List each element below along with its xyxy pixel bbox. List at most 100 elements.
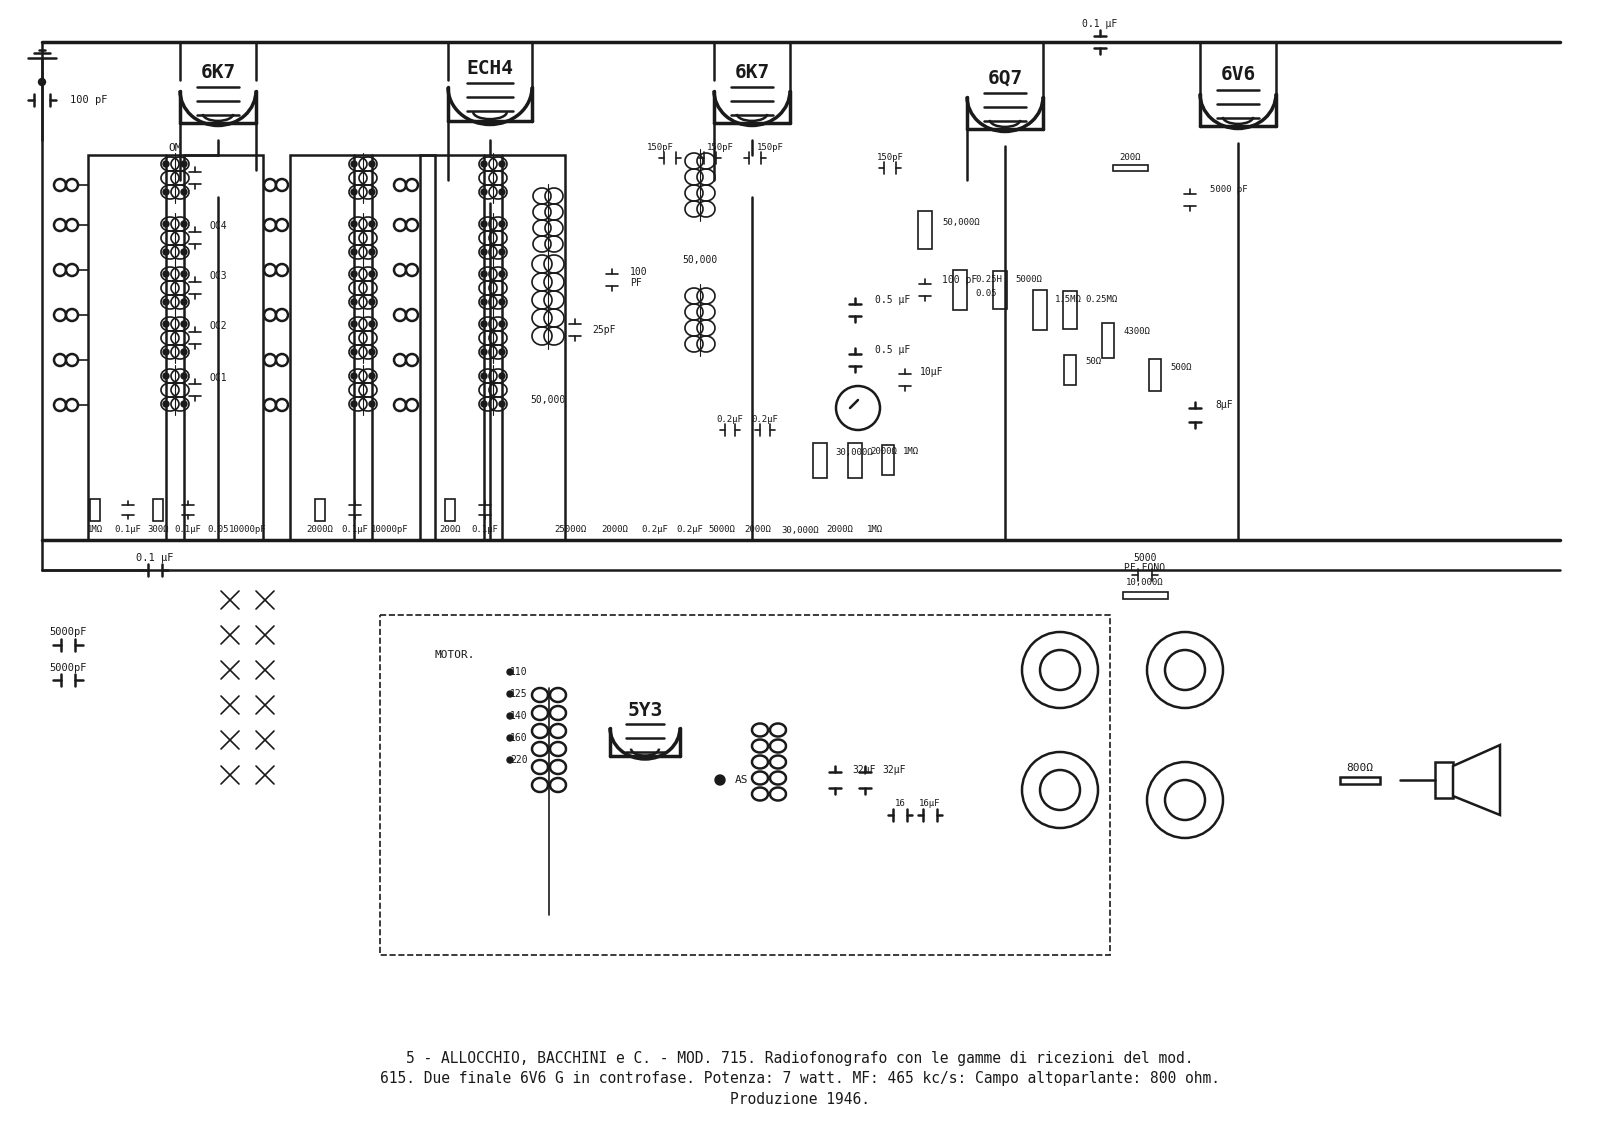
Circle shape [499, 161, 506, 167]
Text: 2000Ω: 2000Ω [827, 526, 853, 535]
Text: 0.2μF: 0.2μF [752, 415, 779, 424]
Circle shape [181, 373, 187, 379]
Circle shape [350, 189, 357, 195]
Circle shape [350, 299, 357, 305]
Text: 5000Ω: 5000Ω [709, 526, 736, 535]
Circle shape [394, 264, 406, 276]
Text: 32μF: 32μF [882, 765, 906, 775]
Circle shape [350, 271, 357, 277]
Circle shape [264, 354, 277, 366]
Circle shape [277, 264, 288, 276]
Text: 160: 160 [510, 733, 528, 743]
Circle shape [499, 249, 506, 254]
Circle shape [499, 373, 506, 379]
Bar [1064, 355, 1075, 385]
Circle shape [499, 189, 506, 195]
Text: 8μF: 8μF [1214, 400, 1232, 411]
Text: 10μF: 10μF [920, 366, 944, 377]
Bar [882, 444, 894, 475]
Circle shape [1147, 632, 1222, 708]
Bar [1435, 762, 1453, 798]
Circle shape [264, 219, 277, 231]
Bar [445, 499, 454, 521]
Circle shape [499, 221, 506, 227]
Text: 25000Ω: 25000Ω [554, 526, 586, 535]
Circle shape [482, 249, 486, 254]
Bar [90, 499, 99, 521]
Text: 100: 100 [630, 267, 648, 277]
Text: 0.2μF: 0.2μF [642, 526, 669, 535]
Text: 5Y3: 5Y3 [627, 700, 662, 719]
Bar [315, 499, 325, 521]
Text: OC3: OC3 [210, 271, 227, 280]
Bar [1341, 777, 1379, 784]
Text: 6V6: 6V6 [1221, 66, 1256, 85]
Circle shape [163, 249, 170, 254]
Text: ECH4: ECH4 [467, 59, 514, 78]
Circle shape [499, 271, 506, 277]
Circle shape [54, 179, 66, 191]
Circle shape [835, 386, 880, 430]
Circle shape [406, 354, 418, 366]
Text: 6K7: 6K7 [200, 62, 235, 81]
Text: 50,000Ω: 50,000Ω [942, 217, 979, 226]
Text: 0.1μF: 0.1μF [472, 526, 499, 535]
Circle shape [1147, 762, 1222, 838]
Circle shape [499, 299, 506, 305]
Bar [954, 270, 966, 310]
Text: 0.2μF: 0.2μF [717, 415, 744, 424]
Text: 25pF: 25pF [592, 325, 616, 335]
Text: 10000pF: 10000pF [371, 526, 410, 535]
Text: 0.5 μF: 0.5 μF [875, 295, 910, 305]
Circle shape [370, 221, 374, 227]
Circle shape [163, 161, 170, 167]
Circle shape [264, 309, 277, 321]
Circle shape [507, 735, 514, 741]
Text: 1MΩ: 1MΩ [867, 526, 883, 535]
Circle shape [277, 219, 288, 231]
Text: 0.1μF: 0.1μF [115, 526, 141, 535]
Text: 0.2μF: 0.2μF [677, 526, 704, 535]
Text: 150pF: 150pF [707, 144, 733, 153]
Bar [88, 155, 262, 539]
Circle shape [499, 321, 506, 327]
Text: 5000: 5000 [1133, 553, 1157, 563]
Text: 0.5 μF: 0.5 μF [875, 345, 910, 355]
Bar [1102, 322, 1114, 357]
Circle shape [482, 349, 486, 355]
Text: AS: AS [734, 775, 749, 785]
Text: 2000Ω: 2000Ω [602, 526, 629, 535]
Text: 1MΩ: 1MΩ [86, 526, 102, 535]
Circle shape [350, 221, 357, 227]
Text: 0.25H: 0.25H [974, 276, 1002, 285]
Circle shape [163, 189, 170, 195]
Text: 110: 110 [510, 667, 528, 677]
Circle shape [482, 321, 486, 327]
Text: 2000Ω: 2000Ω [744, 526, 771, 535]
Text: PF FONO: PF FONO [1125, 563, 1165, 573]
Text: 50,000: 50,000 [530, 395, 566, 405]
Circle shape [163, 221, 170, 227]
Circle shape [482, 299, 486, 305]
Bar [1123, 592, 1168, 598]
Text: 5000pF: 5000pF [50, 663, 86, 673]
Text: 2000Ω: 2000Ω [307, 526, 333, 535]
Text: OC4: OC4 [210, 221, 227, 231]
Text: 1.5MΩ: 1.5MΩ [1054, 295, 1082, 304]
Text: OC1: OC1 [210, 373, 227, 383]
Bar [1062, 291, 1077, 329]
Text: 200Ω: 200Ω [1120, 153, 1141, 162]
Text: 0.1 μF: 0.1 μF [136, 553, 174, 563]
Text: 10000pF: 10000pF [229, 526, 267, 535]
Circle shape [54, 219, 66, 231]
Text: 6K7: 6K7 [734, 62, 770, 81]
Text: 150pF: 150pF [877, 153, 904, 162]
Circle shape [66, 264, 78, 276]
Circle shape [163, 321, 170, 327]
Circle shape [715, 775, 725, 785]
Circle shape [54, 264, 66, 276]
Text: 5 - ALLOCCHIO, BACCHINI e C. - MOD. 715. Radiofonografo con le gamme di ricezion: 5 - ALLOCCHIO, BACCHINI e C. - MOD. 715.… [406, 1051, 1194, 1065]
Bar [848, 442, 862, 477]
Text: 6Q7: 6Q7 [987, 69, 1022, 87]
Text: 2000Ω: 2000Ω [870, 448, 898, 457]
